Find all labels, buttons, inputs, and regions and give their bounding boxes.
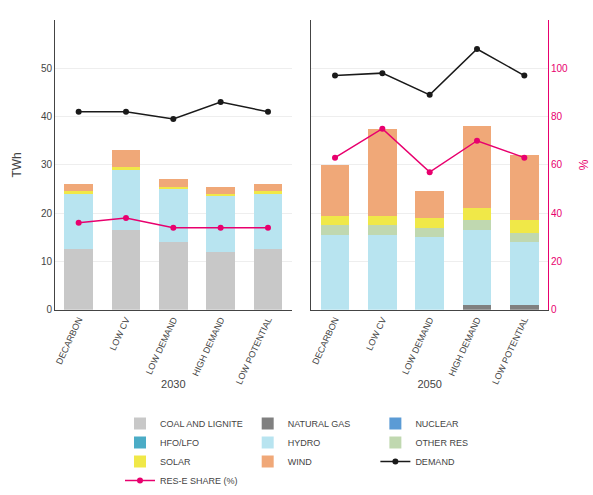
svg-text:HIGH DEMAND: HIGH DEMAND — [447, 315, 483, 378]
svg-text:100: 100 — [551, 63, 568, 74]
svg-text:WIND: WIND — [288, 457, 312, 467]
svg-text:10: 10 — [41, 256, 53, 267]
svg-text:2030: 2030 — [161, 378, 185, 390]
svg-text:50: 50 — [41, 63, 53, 74]
svg-text:20: 20 — [41, 208, 53, 219]
svg-text:DECARBON: DECARBON — [310, 316, 341, 366]
svg-text:TWh: TWh — [10, 152, 24, 177]
svg-text:LOW CV: LOW CV — [364, 316, 388, 352]
svg-text:HIGH DEMAND: HIGH DEMAND — [190, 315, 226, 378]
svg-text:LOW POTENTIAL: LOW POTENTIAL — [490, 316, 530, 386]
svg-text:OTHER RES: OTHER RES — [415, 438, 468, 448]
svg-text:60: 60 — [551, 159, 563, 170]
svg-text:LOW CV: LOW CV — [108, 316, 132, 352]
svg-text:80: 80 — [551, 111, 563, 122]
svg-text:NUCLEAR: NUCLEAR — [415, 419, 459, 429]
svg-text:NATURAL GAS: NATURAL GAS — [288, 419, 351, 429]
svg-text:0: 0 — [551, 304, 557, 315]
svg-text:40: 40 — [551, 208, 563, 219]
svg-text:30: 30 — [41, 159, 53, 170]
svg-text:COAL AND LIGNITE: COAL AND LIGNITE — [160, 419, 243, 429]
svg-text:RES-E SHARE (%): RES-E SHARE (%) — [160, 476, 238, 486]
svg-text:HYDRO: HYDRO — [288, 438, 321, 448]
svg-text:%: % — [577, 159, 591, 170]
svg-text:LOW DEMAND: LOW DEMAND — [144, 315, 179, 376]
svg-text:2050: 2050 — [417, 378, 441, 390]
svg-text:LOW DEMAND: LOW DEMAND — [400, 315, 435, 376]
svg-text:DECARBON: DECARBON — [54, 316, 85, 366]
svg-text:DEMAND: DEMAND — [415, 457, 455, 467]
svg-text:LOW POTENTIAL: LOW POTENTIAL — [234, 316, 274, 386]
svg-text:HFO/LFO: HFO/LFO — [160, 438, 199, 448]
svg-text:SOLAR: SOLAR — [160, 457, 191, 467]
svg-text:40: 40 — [41, 111, 53, 122]
svg-text:20: 20 — [551, 256, 563, 267]
svg-text:0: 0 — [46, 304, 52, 315]
